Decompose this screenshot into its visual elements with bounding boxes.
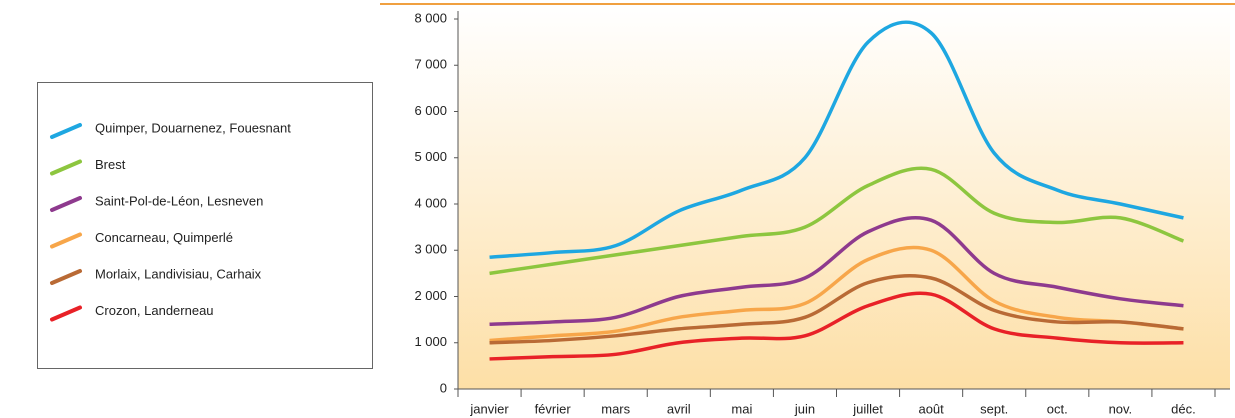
legend-label: Crozon, Landerneau: [95, 303, 214, 318]
x-tick-label: août: [918, 401, 944, 416]
legend-label: Morlaix, Landivisiau, Carhaix: [95, 266, 262, 281]
series-line: [489, 20, 1184, 259]
x-tick-label: mars: [601, 401, 630, 416]
legend-swatch: [50, 269, 82, 285]
legend-label: Saint-Pol-de-Léon, Lesneven: [95, 193, 263, 208]
y-tick-label: 5 000: [414, 149, 447, 164]
y-tick-label: 7 000: [414, 57, 447, 72]
x-tick-label: déc.: [1171, 401, 1196, 416]
x-tick-label: janvier: [469, 401, 509, 416]
series-line: [489, 166, 1185, 276]
legend-swatch: [50, 305, 82, 322]
y-tick-label: 3 000: [414, 242, 447, 257]
legend: [37, 82, 373, 369]
series-line: [489, 215, 1184, 326]
legend-label: Concarneau, Quimperlé: [95, 230, 233, 245]
x-tick-label: avril: [667, 401, 691, 416]
legend-swatch: [50, 123, 82, 139]
legend-label: Quimper, Douarnenez, Fouesnant: [95, 120, 291, 135]
y-tick-label: 4 000: [414, 195, 447, 210]
y-tick-label: 0: [440, 380, 447, 395]
y-tick-label: 2 000: [414, 288, 447, 303]
x-tick-label: février: [535, 401, 572, 416]
y-tick-label: 6 000: [414, 103, 447, 118]
x-tick-label: oct.: [1047, 401, 1068, 416]
y-tick-label: 1 000: [414, 334, 447, 349]
x-tick-label: juin: [794, 401, 815, 416]
series-line: [489, 291, 1184, 361]
legend-swatch: [50, 159, 82, 176]
x-tick-label: juillet: [852, 401, 883, 416]
legend-swatch: [50, 196, 82, 212]
series-line: [489, 245, 1184, 343]
y-tick-label: 8 000: [414, 10, 447, 25]
x-tick-label: nov.: [1109, 401, 1133, 416]
x-tick-label: mai: [731, 401, 752, 416]
series-line: [489, 273, 1184, 345]
x-tick-label: sept.: [980, 401, 1008, 416]
legend-label: Brest: [95, 157, 126, 172]
plot-area: [458, 8, 1230, 389]
legend-swatch: [50, 232, 82, 249]
